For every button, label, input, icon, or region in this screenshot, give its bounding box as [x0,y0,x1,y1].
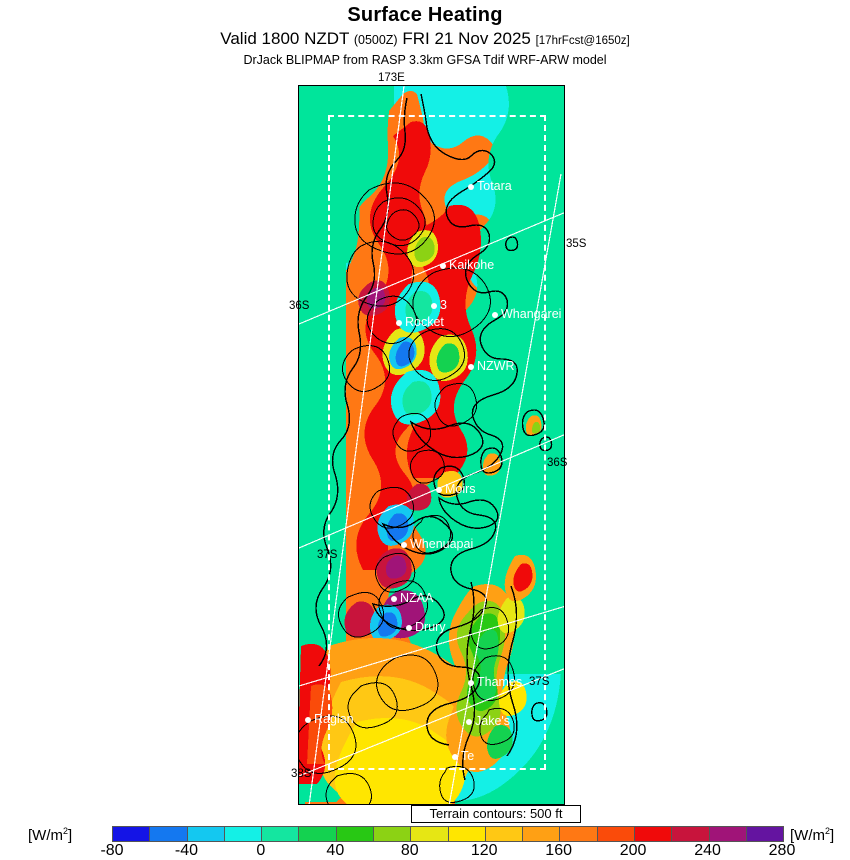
station-label: Thames [477,675,523,689]
colorbar-swatch [372,827,411,841]
station-dot-icon [436,487,442,493]
station-label: NZAA [400,591,434,605]
station-label: 3 [440,298,447,312]
colorbar-swatch [223,827,262,841]
station-dot-icon [492,312,498,318]
station-dot-icon [440,263,446,269]
colorbar-swatch [261,827,299,841]
graticule-label-lat: 35S [566,238,587,250]
colorbar-swatch [633,827,672,841]
station-dot-icon [401,542,407,548]
station-dot-icon [305,717,311,723]
station-label: Totara [477,179,512,193]
colorbar-swatch [671,827,709,841]
graticule-label-lat: 37S [529,676,550,688]
station-dot-icon [452,754,458,760]
header: Surface Heating Valid 1800 NZDT (0500Z) … [0,0,850,67]
colorbar-swatch [113,827,150,841]
graticule-label-lat: 37S [317,549,338,561]
colorbar-tick-label: 40 [326,842,345,859]
colorbar-swatch [447,827,485,841]
valid-time-main: Valid 1800 NZDT [220,29,350,48]
station-dot-icon [406,625,412,631]
colorbar-tick-label: 0 [256,842,266,859]
station-dot-icon [391,596,397,602]
station-label: Drury [415,620,446,634]
station-label: Rocket [405,315,444,329]
station-dot-icon [468,680,474,686]
forecast-tag: [17hrFcst@1650z] [535,35,630,47]
station-label: Whangarei [501,307,562,321]
colorbar-tick-label: -40 [174,842,198,859]
station-label: Moirs [445,482,476,496]
model-description: DrJack BLIPMAP from RASP 3.3km GFSA Tdif… [243,53,607,67]
colorbar-swatch [559,827,597,841]
colorbar-swatch [335,827,373,841]
colorbar: [W/m2] [W/m2] -80 -40 0 40 80 120 160 200 240 280 [0,822,850,860]
colorbar-tick-label: 160 [545,842,573,859]
colorbar-swatch [708,827,746,841]
colorbar-tick-label: 280 [768,842,796,859]
colorbar-swatch [186,827,224,841]
colorbar-unit-left: [W/m2] [28,826,73,844]
colorbar-swatch [298,827,336,841]
station-label: Kaikohe [449,258,495,272]
station-dot-icon [468,364,474,370]
station-dot-icon [468,184,474,190]
weather-map[interactable]: Totara Kaikohe 3 Rocket Whangarei NZWR M… [298,85,565,805]
colorbar-tick-label: -80 [100,842,124,859]
graticule-label-lat: 38S [291,768,312,780]
graticule-label-lon: 173E [378,72,405,84]
colorbar-tick-label: 240 [694,842,721,859]
station-label: Whenuapai [410,537,474,551]
colorbar-swatches [112,826,784,842]
colorbar-tick-label: 120 [470,842,498,859]
colorbar-swatch [745,827,784,841]
colorbar-swatch [484,827,523,841]
station-dot-icon [466,719,472,725]
station-label: Te [461,749,475,763]
colorbar-unit-right: [W/m2] [790,826,835,844]
station-label: NZWR [477,359,515,373]
valid-time-line: Valid 1800 NZDT (0500Z) FRI 21 Nov 2025 … [0,29,850,51]
valid-date: FRI 21 Nov 2025 [402,29,531,48]
colorbar-swatch [410,827,448,841]
terrain-contour-note: Terrain contours: 500 ft [411,805,581,823]
colorbar-ticks: -80 -40 0 40 80 120 160 200 240 280 [0,842,850,860]
station-label: Raglan [314,712,354,726]
graticule-label-lat: 36S [547,457,568,469]
surface-heating-raster [299,86,564,804]
station-label: Jake's [475,714,511,728]
colorbar-tick-label: 200 [619,842,647,859]
graticule-label-lat: 36S [289,300,310,312]
colorbar-tick-label: 80 [400,842,419,859]
station-dot-icon [396,320,402,326]
colorbar-swatch [149,827,187,841]
page-title: Surface Heating [347,4,503,26]
valid-time-zulu: (0500Z) [353,33,398,47]
colorbar-swatch [596,827,634,841]
station-dot-icon [431,303,437,309]
colorbar-swatch [522,827,560,841]
